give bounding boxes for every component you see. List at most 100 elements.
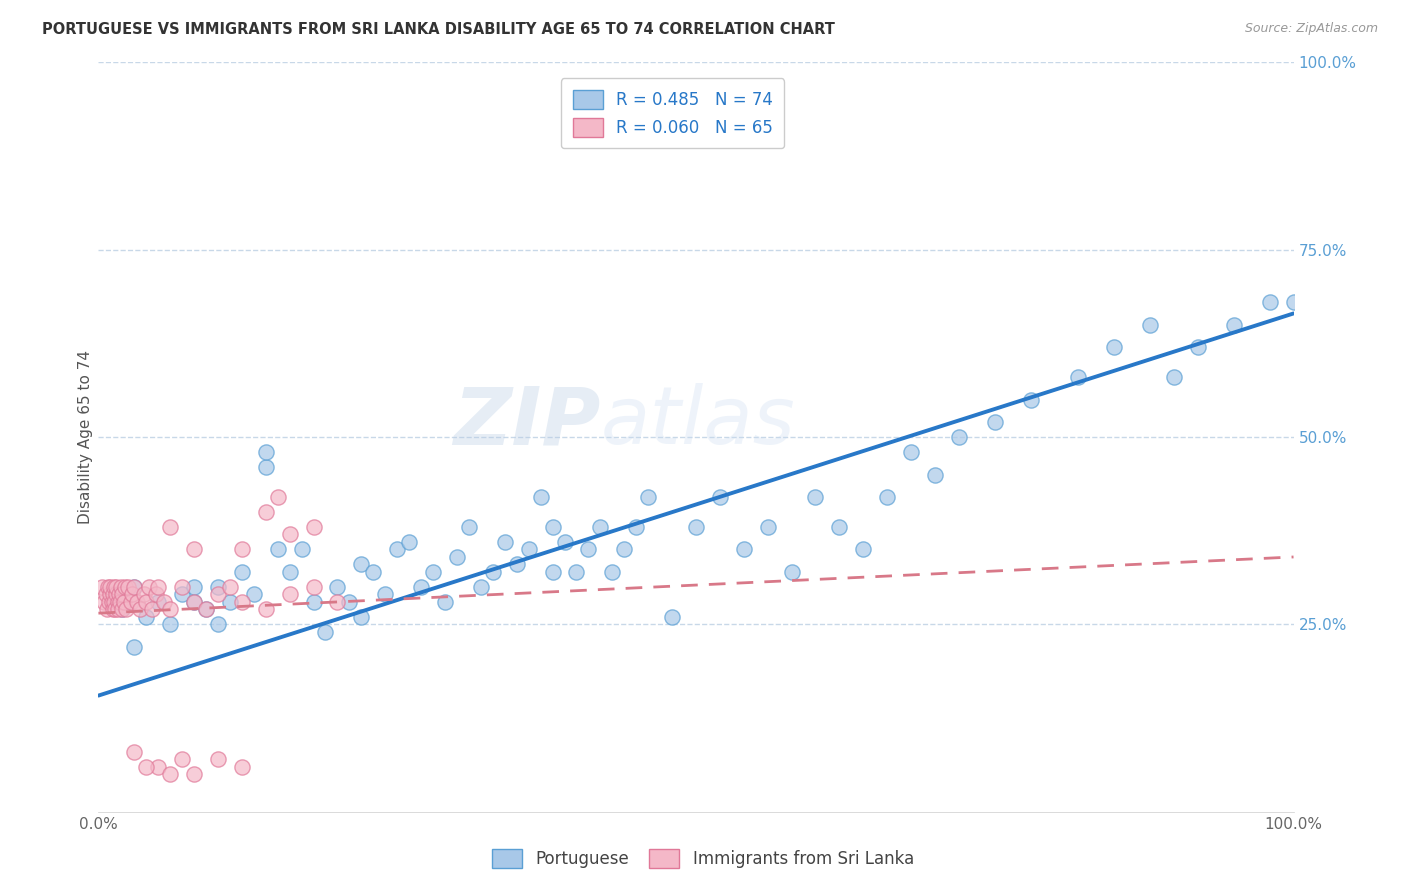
Point (91, 580, 114, 594)
Point (804, 490, 827, 504)
Point (107, 587, 129, 601)
Point (254, 505, 277, 519)
Point (517, 542, 540, 557)
Point (135, 595, 157, 609)
Point (141, 602, 163, 616)
Point (107, 595, 129, 609)
Point (172, 587, 194, 601)
Point (398, 535, 420, 549)
Point (172, 752, 194, 766)
Point (756, 520, 779, 534)
Point (685, 520, 707, 534)
Point (315, 624, 337, 639)
Point (231, 760, 253, 774)
Point (111, 602, 134, 616)
Point (254, 460, 277, 475)
Point (984, 415, 1007, 429)
Point (1019, 392, 1042, 407)
Point (385, 542, 409, 557)
Point (124, 745, 146, 759)
Point (112, 595, 135, 609)
Point (434, 595, 457, 609)
Point (733, 542, 755, 557)
Point (411, 580, 433, 594)
Point (105, 580, 128, 594)
Point (207, 587, 229, 601)
Point (100, 595, 122, 609)
Point (1067, 370, 1090, 384)
Point (554, 535, 576, 549)
Point (1104, 340, 1126, 354)
Point (108, 595, 131, 609)
Point (530, 490, 553, 504)
Point (159, 520, 181, 534)
Point (302, 595, 325, 609)
Point (153, 595, 176, 609)
Point (183, 580, 205, 594)
Point (195, 602, 218, 616)
Point (302, 580, 325, 594)
Point (148, 595, 170, 609)
Point (267, 542, 290, 557)
Point (506, 558, 529, 572)
Point (948, 430, 970, 444)
Point (135, 760, 157, 774)
Point (135, 610, 157, 624)
Point (183, 595, 205, 609)
Point (207, 752, 229, 766)
Point (278, 565, 301, 579)
Point (145, 587, 167, 601)
Point (852, 542, 875, 557)
Point (876, 490, 898, 504)
Point (363, 565, 385, 579)
Point (207, 617, 229, 632)
Point (207, 580, 229, 594)
Point (96, 602, 118, 616)
Point (98, 595, 121, 609)
Y-axis label: Disability Age 65 to 74: Disability Age 65 to 74 (77, 350, 93, 524)
Point (1223, 318, 1246, 332)
Point (924, 467, 946, 482)
Text: ZIP: ZIP (453, 383, 600, 461)
Text: Source: ZipAtlas.com: Source: ZipAtlas.com (1244, 22, 1378, 36)
Point (267, 490, 290, 504)
Point (124, 640, 146, 654)
Point (422, 565, 444, 579)
Point (578, 542, 600, 557)
Point (1139, 318, 1161, 332)
Point (94, 587, 117, 601)
Point (148, 580, 170, 594)
Point (1187, 340, 1209, 354)
Point (231, 595, 253, 609)
Point (101, 587, 124, 601)
Point (132, 587, 155, 601)
Point (541, 520, 564, 534)
Point (254, 602, 277, 616)
Point (111, 602, 134, 616)
Point (302, 520, 325, 534)
Point (350, 610, 373, 624)
Text: atlas: atlas (600, 383, 796, 461)
Point (900, 445, 922, 459)
Point (243, 587, 266, 601)
Point (110, 580, 132, 594)
Point (446, 549, 468, 564)
Point (602, 565, 624, 579)
Point (828, 520, 851, 534)
Point (103, 595, 125, 609)
Point (565, 565, 588, 579)
Point (494, 535, 516, 549)
Point (637, 490, 659, 504)
Point (183, 595, 205, 609)
Point (613, 542, 636, 557)
Point (374, 587, 396, 601)
Point (117, 580, 139, 594)
Point (589, 520, 612, 534)
Point (183, 542, 205, 557)
Point (231, 542, 253, 557)
Point (93, 595, 115, 609)
Text: PORTUGUESE VS IMMIGRANTS FROM SRI LANKA DISABILITY AGE 65 TO 74 CORRELATION CHAR: PORTUGUESE VS IMMIGRANTS FROM SRI LANKA … (42, 22, 835, 37)
Point (661, 610, 683, 624)
Point (104, 602, 127, 616)
Point (101, 602, 124, 616)
